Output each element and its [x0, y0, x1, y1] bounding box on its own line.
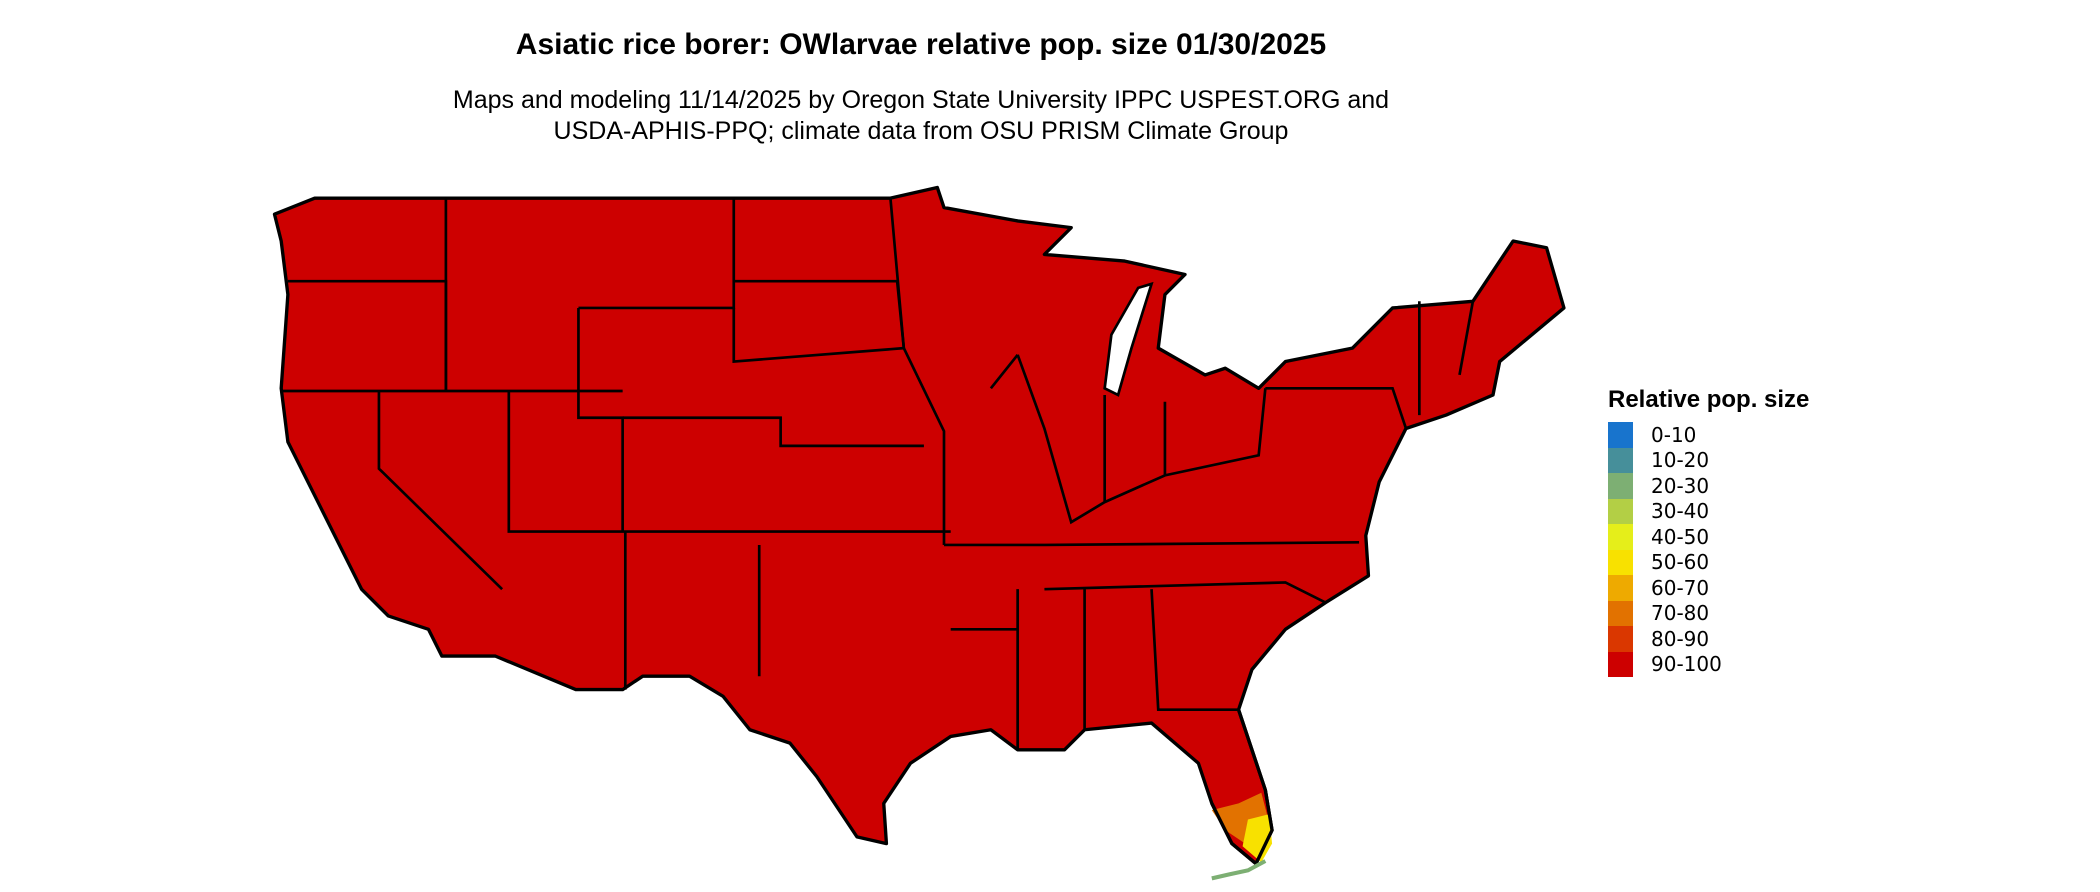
map-subtitle-line1: Maps and modeling 11/14/2025 by Oregon S… — [452, 86, 1390, 114]
legend-label: 40-50 — [1651, 524, 1710, 549]
legend-swatch — [1608, 422, 1633, 448]
legend-item: 50-60 — [1608, 549, 1809, 575]
legend-label: 50-60 — [1651, 550, 1710, 575]
legend-swatch — [1608, 575, 1633, 601]
legend-label: 80-90 — [1651, 626, 1710, 651]
state-borders — [281, 198, 1475, 750]
legend-item: 40-50 — [1608, 524, 1809, 550]
florida-50-60-zone — [1242, 814, 1273, 863]
legend-item: 10-20 — [1608, 447, 1809, 473]
florida-outline — [1210, 709, 1274, 867]
map-subtitle-line2: USDA-APHIS-PPQ; climate data from OSU PR… — [553, 117, 1289, 145]
legend-swatch — [1608, 600, 1633, 626]
legend: Relative pop. size 0-10 10-20 20-30 30-40 40… — [1608, 386, 1809, 677]
legend-item: 70-80 — [1608, 600, 1809, 626]
legend-label: 90-100 — [1651, 652, 1722, 677]
legend-item: 30-40 — [1608, 498, 1809, 524]
legend-swatch — [1608, 498, 1633, 524]
legend-item: 0-10 — [1608, 422, 1809, 448]
legend-item: 80-90 — [1608, 626, 1809, 652]
legend-label: 70-80 — [1651, 601, 1710, 626]
legend-title: Relative pop. size — [1608, 386, 1810, 413]
us-landmass — [272, 185, 1566, 866]
legend-swatch — [1608, 447, 1633, 473]
legend-label: 10-20 — [1651, 448, 1710, 473]
legend-label: 20-30 — [1651, 473, 1710, 498]
legend-swatch — [1608, 473, 1633, 499]
legend-swatch — [1608, 626, 1633, 652]
florida-keys-20-30 — [1211, 859, 1267, 881]
legend-item: 20-30 — [1608, 473, 1809, 499]
legend-label: 0-10 — [1651, 422, 1697, 447]
legend-label: 30-40 — [1651, 499, 1710, 524]
legend-swatch — [1608, 651, 1633, 677]
lake-michigan — [1103, 281, 1154, 397]
legend-swatch — [1608, 524, 1633, 550]
legend-label: 60-70 — [1651, 575, 1710, 600]
legend-item: 90-100 — [1608, 651, 1809, 677]
map-title: Asiatic rice borer: OWlarvae relative po… — [515, 28, 1327, 61]
legend-item: 60-70 — [1608, 575, 1809, 601]
legend-swatch — [1608, 549, 1633, 575]
